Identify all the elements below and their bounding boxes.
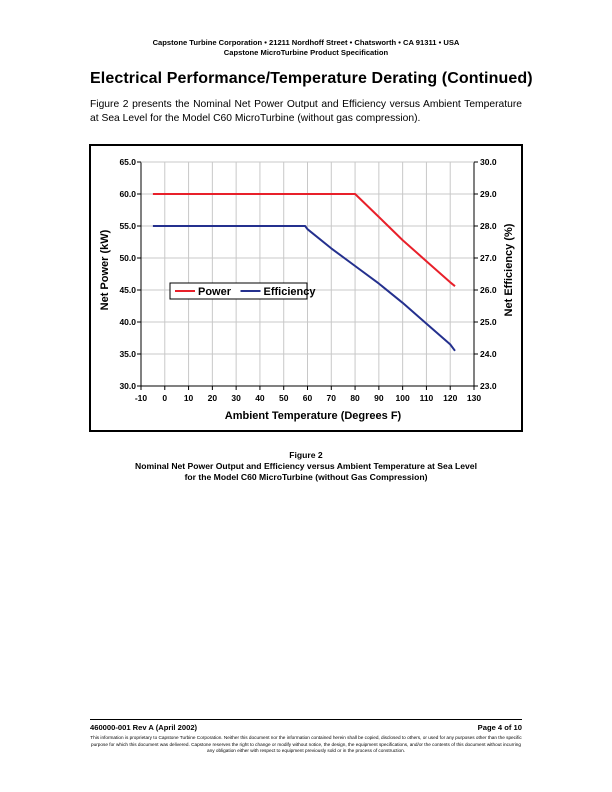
y2-tick-label: 24.0 (480, 349, 497, 359)
power-efficiency-chart: -10 0 10 20 30 40 50 60 70 80 90 100 110 120 130 30.0 35… (99, 157, 515, 422)
footer-divider (90, 719, 522, 720)
chart-tick-labels: -10 0 10 20 30 40 50 60 70 80 90 100 110 120 130 30.0 35… (119, 157, 496, 403)
legend-box (169, 282, 308, 300)
x-tick-label: 70 (327, 393, 337, 403)
x-tick-label: 40 (255, 393, 265, 403)
x-tick-label: 20 (208, 393, 218, 403)
y-axis-label-left: Net Power (kW) (99, 229, 111, 310)
chart-axes (137, 161, 478, 390)
figure-caption-line-1: Nominal Net Power Output and Efficiency … (135, 461, 477, 471)
y-tick-label: 30.0 (119, 381, 136, 391)
chart-grid (141, 162, 474, 386)
figure-label: Figure 2 (289, 450, 323, 460)
x-tick-label: 50 (279, 393, 289, 403)
x-tick-label: -10 (135, 393, 148, 403)
y2-tick-label: 27.0 (480, 253, 497, 263)
series-line-power (152, 193, 456, 287)
intro-paragraph: Figure 2 presents the Nominal Net Power … (90, 99, 522, 124)
x-axis-label: Ambient Temperature (Degrees F) (225, 410, 402, 422)
y2-tick-label: 28.0 (480, 221, 497, 231)
x-tick-label: 90 (374, 393, 384, 403)
chart-series (152, 193, 456, 352)
company-address-header: Capstone Turbine Corporation • 21211 Nor… (152, 38, 460, 47)
y-tick-label: 40.0 (119, 317, 136, 327)
y2-tick-label: 30.0 (480, 157, 497, 167)
y-axis-label-right: Net Efficiency (%) (503, 223, 515, 316)
x-tick-label: 130 (467, 393, 481, 403)
legend-label-power: Power (198, 286, 232, 298)
y2-tick-label: 29.0 (480, 189, 497, 199)
x-tick-label: 30 (231, 393, 241, 403)
document-title-header: Capstone MicroTurbine Product Specificat… (223, 48, 389, 57)
x-tick-label: 10 (184, 393, 194, 403)
y-tick-label: 55.0 (119, 221, 136, 231)
footer-disclaimer: This information is proprietary to Capst… (90, 735, 522, 754)
y-tick-label: 45.0 (119, 285, 136, 295)
chart-frame: -10 0 10 20 30 40 50 60 70 80 90 100 110 120 130 30.0 35… (89, 144, 523, 432)
y2-tick-label: 25.0 (480, 317, 497, 327)
chart-legend: Power Efficiency (169, 282, 317, 300)
footer-page-number: Page 4 of 10 (477, 723, 522, 732)
x-tick-label: 60 (303, 393, 313, 403)
x-tick-label: 80 (350, 393, 360, 403)
x-tick-label: 110 (420, 393, 434, 403)
y-tick-label: 60.0 (119, 189, 136, 199)
footer-doc-number: 460000-001 Rev A (April 2002) (90, 723, 198, 732)
series-line-efficiency (152, 225, 456, 352)
figure-caption-line-2: for the Model C60 MicroTurbine (without … (184, 472, 428, 482)
y-tick-label: 65.0 (119, 157, 136, 167)
y2-tick-label: 26.0 (480, 285, 497, 295)
x-tick-label: 120 (443, 393, 457, 403)
x-tick-label: 0 (162, 393, 167, 403)
x-tick-label: 100 (396, 393, 410, 403)
section-title: Electrical Performance/Temperature Derat… (90, 70, 533, 87)
legend-label-efficiency: Efficiency (264, 286, 317, 298)
y-tick-label: 35.0 (119, 349, 136, 359)
y2-tick-label: 23.0 (480, 381, 497, 391)
y-tick-label: 50.0 (119, 253, 136, 263)
